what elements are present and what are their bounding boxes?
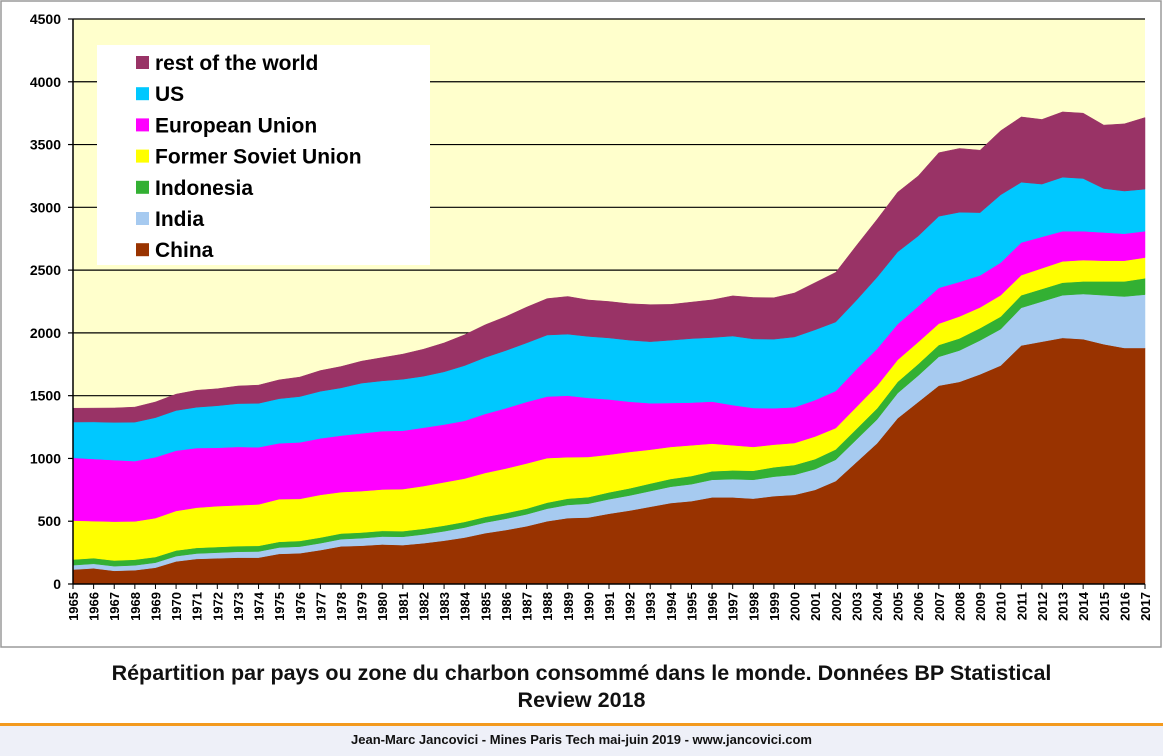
x-tick-label-2013: 2013: [1056, 592, 1071, 621]
x-tick-label-2009: 2009: [973, 592, 988, 621]
x-tick-label-2016: 2016: [1117, 592, 1132, 621]
x-tick-label-1990: 1990: [581, 592, 596, 621]
y-tick-label-4000: 4000: [30, 74, 61, 90]
caption-line-1: Répartition par pays ou zone du charbon …: [111, 661, 1052, 685]
y-tick-label-3500: 3500: [30, 137, 61, 153]
x-tick-label-1968: 1968: [128, 592, 143, 621]
x-tick-label-1974: 1974: [252, 591, 267, 621]
legend-swatch-indonesia: [136, 180, 149, 194]
legend-label-european-union: European Union: [155, 114, 317, 137]
x-tick-label-2002: 2002: [829, 592, 844, 621]
x-tick-label-2008: 2008: [952, 592, 967, 621]
x-tick-label-1982: 1982: [416, 592, 431, 621]
legend-label-rest-of-the-world: rest of the world: [155, 52, 318, 75]
legend-swatch-rest-of-the-world: [136, 56, 149, 69]
legend-label-former-soviet-union: Former Soviet Union: [155, 146, 362, 169]
x-tick-label-1977: 1977: [313, 592, 328, 621]
x-tick-label-2017: 2017: [1138, 592, 1153, 621]
x-tick-label-1984: 1984: [458, 591, 473, 621]
x-tick-label-2007: 2007: [932, 592, 947, 621]
x-tick-label-1994: 1994: [664, 591, 679, 621]
x-tick-label-1985: 1985: [478, 592, 493, 621]
x-tick-label-1997: 1997: [726, 592, 741, 621]
legend-label-us: US: [155, 83, 184, 106]
x-tick-label-1998: 1998: [746, 592, 761, 621]
x-tick-label-1971: 1971: [190, 592, 205, 621]
legend-swatch-india: [136, 212, 149, 225]
y-tick-label-500: 500: [38, 513, 62, 529]
x-tick-label-2003: 2003: [849, 592, 864, 621]
footer-credit: Jean-Marc Jancovici - Mines Paris Tech m…: [0, 726, 1163, 756]
x-tick-label-1981: 1981: [396, 592, 411, 621]
x-tick-label-1978: 1978: [334, 592, 349, 621]
x-tick-label-1965: 1965: [66, 592, 81, 621]
x-tick-label-1999: 1999: [767, 592, 782, 621]
x-tick-label-1970: 1970: [169, 592, 184, 621]
x-tick-label-1969: 1969: [148, 592, 163, 621]
legend: rest of the world US European Union Former …: [97, 45, 430, 265]
x-tick-labels: 1965 1966 1967 1968 1969 1970 1971 1972 1973 1974…: [66, 591, 1153, 621]
x-tick-label-1993: 1993: [643, 592, 658, 621]
x-tick-label-1976: 1976: [293, 592, 308, 621]
x-tick-label-1967: 1967: [107, 592, 122, 621]
x-tick-label-1996: 1996: [705, 592, 720, 621]
legend-swatch-us: [136, 87, 149, 101]
y-tick-label-3000: 3000: [30, 199, 61, 215]
x-tick-label-1979: 1979: [355, 592, 370, 621]
x-tick-label-2014: 2014: [1076, 591, 1091, 621]
y-tick-label-2500: 2500: [30, 262, 61, 278]
legend-swatch-european-union: [136, 118, 149, 132]
y-tick-label-4500: 4500: [30, 11, 61, 27]
x-tick-label-1989: 1989: [561, 592, 576, 621]
caption-line-2: Review 2018: [517, 688, 646, 712]
y-tick-labels: 0 500 1000 1500 2000 2500 3000 3500 4000 4500: [30, 11, 61, 592]
x-tick-label-1987: 1987: [520, 592, 535, 621]
x-tick-label-1972: 1972: [210, 592, 225, 621]
x-tick-label-1986: 1986: [499, 592, 514, 621]
x-tick-label-1983: 1983: [437, 592, 452, 621]
x-tick-label-1992: 1992: [623, 592, 638, 621]
x-tick-label-1980: 1980: [375, 592, 390, 621]
y-tick-label-1500: 1500: [30, 388, 61, 404]
accent-divider: [0, 723, 1163, 726]
x-tick-label-2000: 2000: [788, 592, 803, 621]
legend-label-china: China: [155, 239, 214, 262]
x-tick-label-2006: 2006: [911, 592, 926, 621]
x-tick-label-1991: 1991: [602, 592, 617, 621]
legend-swatch-former-soviet-union: [136, 149, 149, 163]
x-tick-label-1988: 1988: [540, 592, 555, 621]
x-tick-label-2010: 2010: [994, 592, 1009, 621]
x-tick-label-1975: 1975: [272, 592, 287, 621]
x-tick-label-1973: 1973: [231, 592, 246, 621]
y-tick-label-0: 0: [53, 576, 61, 592]
y-tick-label-2000: 2000: [30, 325, 61, 341]
y-tick-label-1000: 1000: [30, 450, 61, 466]
x-tick-label-2015: 2015: [1097, 592, 1112, 621]
x-tick-label-1966: 1966: [87, 592, 102, 621]
figure-caption: Répartition par pays ou zone du charbon …: [0, 660, 1163, 714]
area-rest-of-the-world: [72, 111, 1146, 423]
x-tick-label-2001: 2001: [808, 592, 823, 621]
x-tick-label-2012: 2012: [1035, 592, 1050, 621]
legend-box: [97, 45, 430, 265]
x-tick-label-2004: 2004: [870, 591, 885, 621]
legend-label-indonesia: Indonesia: [155, 177, 253, 200]
axes: [68, 18, 1146, 589]
legend-label-india: India: [155, 208, 204, 231]
legend-swatch-china: [136, 243, 149, 257]
x-tick-label-2005: 2005: [891, 592, 906, 621]
chart-svg: 0 500 1000 1500 2000 2500 3000 3500 4000 4500 196…: [0, 0, 1162, 648]
x-tick-label-1995: 1995: [684, 592, 699, 621]
x-tick-label-2011: 2011: [1014, 592, 1029, 620]
